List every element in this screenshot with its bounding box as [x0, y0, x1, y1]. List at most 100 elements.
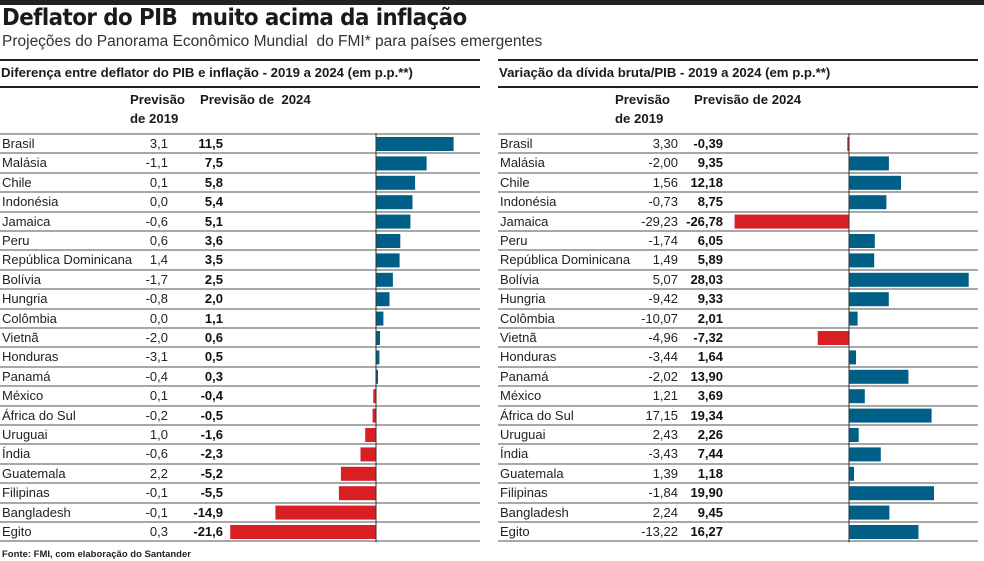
value-2019: -3,44 [648, 349, 678, 365]
value-2019: 0,0 [149, 194, 168, 210]
table-row: Filipinas -1,84 19,90 [498, 482, 978, 501]
country-label: Honduras [2, 349, 59, 365]
value-2024: 0,3 [204, 368, 223, 384]
value-2024: -0,4 [200, 388, 223, 404]
country-label: Vietnã [500, 330, 537, 345]
value-2024: -0,5 [200, 407, 223, 423]
value-2019: -1,7 [145, 271, 168, 287]
country-label: Jamaica [500, 213, 549, 229]
table-row: Guatemala 2,2 -5,2 [0, 462, 480, 482]
value-2019: 17,15 [645, 407, 678, 423]
country-label: Indonésia [500, 194, 557, 210]
country-label: Vietnã [2, 330, 39, 345]
country-label: México [2, 388, 44, 404]
country-label: África do Sul [2, 407, 76, 423]
value-2024: 3,69 [697, 388, 723, 404]
value-2024: -1,6 [200, 427, 223, 442]
table-row: Uruguai 1,0 -1,6 [0, 424, 480, 443]
value-2019: 2,2 [149, 465, 168, 481]
country-label: Peru [500, 233, 528, 248]
country-label: Honduras [500, 349, 557, 365]
table-bottom-rule [498, 540, 978, 543]
bar-bolívia [849, 272, 969, 287]
value-2024: 16,27 [690, 524, 723, 539]
country-label: Hungria [500, 291, 546, 307]
value-2024: 3,5 [204, 252, 223, 268]
country-label: Egito [2, 524, 32, 539]
table-row: Filipinas -0,1 -5,5 [0, 482, 480, 501]
bar-malásia [849, 156, 889, 171]
bar-honduras [849, 350, 856, 365]
value-2024: 5,1 [204, 213, 223, 229]
bar-peru [849, 234, 875, 248]
panel-mid-rule [498, 86, 978, 88]
col-header-2024: Previsão de 2024 [200, 92, 311, 107]
value-2019: -2,0 [145, 330, 168, 345]
country-label: Colômbia [500, 310, 555, 326]
bar-indonésia [376, 195, 413, 210]
value-2024: 0,5 [204, 349, 223, 365]
country-label: África do Sul [500, 407, 574, 423]
debt-panel: Variação da dívida bruta/PIB - 2019 a 20… [498, 57, 978, 547]
value-2019: -0,4 [145, 368, 168, 384]
col-header-2019: Previsão de 2019 [130, 92, 185, 126]
value-2019: -0,1 [145, 485, 168, 501]
value-2019: -3,43 [648, 446, 678, 462]
table-row: Malásia -2,00 9,35 [498, 152, 978, 171]
bar-república-dominicana [376, 253, 400, 268]
country-label: Bangladesh [2, 504, 71, 520]
value-2024: 5,89 [697, 252, 723, 268]
value-2019: -0,73 [648, 194, 678, 210]
country-label: Bangladesh [500, 504, 569, 520]
value-2024: 11,5 [198, 136, 223, 151]
bar-bolívia [376, 272, 393, 287]
value-2024: 5,8 [204, 174, 223, 190]
value-2024: -5,5 [200, 485, 223, 501]
country-label: Uruguai [2, 427, 48, 442]
table-row: Colômbia 0,0 1,1 [0, 307, 480, 327]
bar-chile [849, 175, 901, 190]
table-row: Chile 0,1 5,8 [0, 171, 480, 191]
country-label: Peru [2, 233, 30, 248]
table-row: Brasil 3,30 -0,39 [498, 133, 978, 152]
bar-uruguai [849, 428, 859, 442]
table-row: Honduras -3,44 1,64 [498, 346, 978, 365]
value-2024: 7,5 [204, 155, 223, 171]
table-row: Jamaica -29,23 -26,78 [498, 210, 978, 230]
value-2024: -14,9 [193, 504, 223, 520]
bar-chile [376, 175, 416, 190]
value-2019: -0,8 [145, 291, 168, 307]
table-row: Panamá -0,4 0,3 [0, 365, 480, 385]
value-2019: -0,2 [145, 407, 168, 423]
panel-mid-rule [0, 86, 480, 88]
value-2024: 5,4 [204, 194, 223, 210]
bar-guatemala [340, 466, 376, 481]
value-2019: -4,96 [648, 330, 678, 345]
table-row: Panamá -2,02 13,90 [498, 365, 978, 385]
country-label: Índia [500, 446, 529, 462]
bar-chart [734, 133, 969, 543]
country-label: Bolívia [500, 271, 540, 287]
bar-índia [849, 447, 881, 462]
bar-guatemala [849, 466, 854, 481]
value-2019: -10,07 [641, 310, 678, 326]
col-header-2019: Previsão de 2019 [615, 92, 670, 126]
bar-hungria [849, 292, 889, 307]
table-row: Uruguai 2,43 2,26 [498, 424, 978, 443]
bar-peru [376, 234, 401, 248]
country-label: Guatemala [500, 465, 564, 481]
value-2019: -1,74 [648, 233, 678, 248]
table-row: Índia -0,6 -2,3 [0, 443, 480, 462]
value-2019: -29,23 [641, 213, 678, 229]
top-rule [0, 0, 984, 5]
bar-república-dominicana [849, 253, 875, 268]
table-row: Hungria -0,8 2,0 [0, 288, 480, 307]
value-2019: 1,49 [652, 252, 678, 268]
bar-honduras [376, 350, 380, 365]
value-2019: 1,0 [149, 427, 168, 442]
bar-panamá [849, 369, 909, 384]
bar-bangladesh [849, 505, 890, 520]
value-2024: -26,78 [686, 213, 723, 229]
value-2019: -13,22 [641, 524, 678, 539]
value-2019: 2,43 [652, 427, 678, 442]
